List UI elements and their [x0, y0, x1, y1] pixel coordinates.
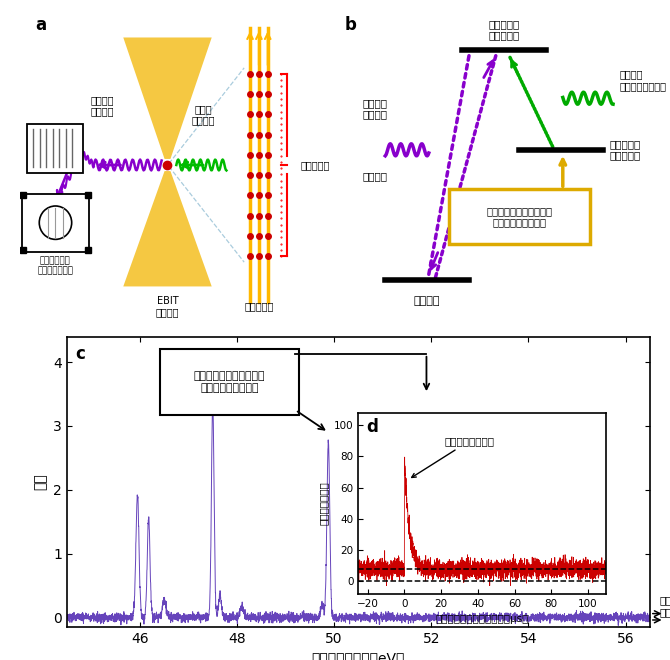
Text: b: b: [345, 16, 357, 34]
X-axis label: 発光エネルギー［eV］: 発光エネルギー［eV］: [312, 651, 405, 660]
Text: EBIT
プラズマ: EBIT プラズマ: [155, 296, 180, 317]
Text: 基底状態: 基底状態: [414, 296, 440, 306]
Polygon shape: [123, 171, 212, 286]
Text: 寿命の短い
準安定状態: 寿命の短い 準安定状態: [488, 19, 520, 40]
Text: レーザー
誘起蛍光: レーザー 誘起蛍光: [362, 98, 388, 119]
Y-axis label: 信号カウント数: 信号カウント数: [318, 481, 328, 525]
Text: レーザー
誘起蛍光: レーザー 誘起蛍光: [91, 95, 115, 116]
Polygon shape: [123, 38, 212, 159]
Text: 寿命の長い
準安定状態: 寿命の長い 準安定状態: [610, 139, 641, 160]
Text: レーザー誘起蛍光: レーザー誘起蛍光: [411, 436, 494, 477]
Text: 電子ビーム: 電子ビーム: [244, 301, 273, 311]
Text: 多価イオン: 多価イオン: [300, 160, 330, 170]
Text: d: d: [366, 418, 378, 436]
Y-axis label: 強度: 強度: [34, 473, 48, 490]
FancyBboxPatch shape: [27, 124, 84, 173]
Text: a: a: [35, 16, 46, 34]
Text: レーザー
赤外〜可視〜紫外: レーザー 赤外〜可視〜紫外: [620, 69, 667, 91]
X-axis label: レーザー照射からの時間［μs］: レーザー照射からの時間［μs］: [436, 614, 529, 624]
FancyBboxPatch shape: [160, 348, 299, 415]
Text: 時間分解検出
極端紫外分光器: 時間分解検出 極端紫外分光器: [38, 256, 74, 275]
FancyBboxPatch shape: [21, 194, 89, 251]
Text: プラズマ中の電子衝突と
輻射過程を経た励起: プラズマ中の電子衝突と 輻射過程を経た励起: [486, 206, 552, 228]
Text: c: c: [76, 345, 86, 363]
Text: パルス
レーザー: パルス レーザー: [191, 104, 214, 125]
Text: プラズマ
発光成分: プラズマ 発光成分: [660, 595, 670, 616]
FancyBboxPatch shape: [449, 189, 590, 244]
Text: このエネルギーの発光を
選んで時間分解計測: このエネルギーの発光を 選んで時間分解計測: [194, 371, 265, 393]
Text: 極端紫外: 極端紫外: [362, 171, 388, 181]
